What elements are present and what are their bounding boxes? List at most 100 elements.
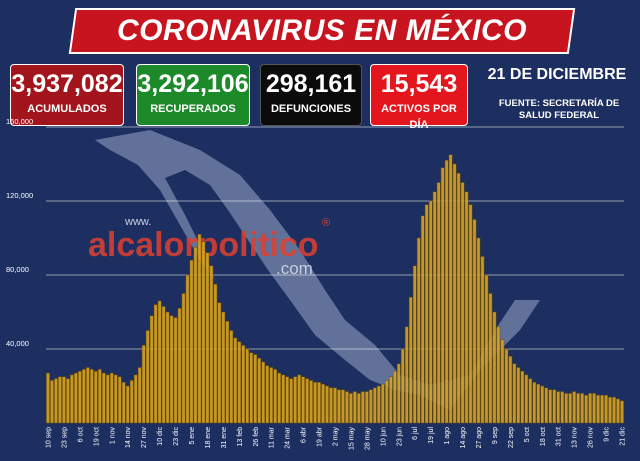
x-tick-label: 24 mar bbox=[285, 426, 292, 448]
x-tick-label: 26 feb bbox=[253, 427, 260, 447]
y-tick-label: 80,000 bbox=[6, 265, 29, 274]
bar bbox=[78, 370, 82, 424]
x-tick-label: 27 nov bbox=[141, 427, 148, 449]
bar bbox=[101, 372, 106, 424]
source: FUENTE: SECRETARÍA DE SALUD FEDERAL bbox=[498, 98, 620, 121]
bar bbox=[301, 376, 305, 424]
date: 21 DE DICIEMBRE bbox=[487, 66, 627, 83]
bar bbox=[448, 154, 453, 424]
bar bbox=[313, 382, 317, 424]
bar bbox=[396, 363, 401, 424]
bar bbox=[484, 274, 489, 424]
bar bbox=[412, 265, 417, 424]
bar bbox=[325, 385, 329, 424]
x-tick-label: 23 sep bbox=[61, 427, 68, 448]
x-tick-label: 10 dic bbox=[157, 427, 164, 446]
x-tick-label: 26 nov bbox=[588, 427, 595, 449]
bar bbox=[153, 304, 158, 424]
bar bbox=[500, 339, 505, 424]
bar bbox=[109, 372, 114, 424]
x-tick-label: 31 oct bbox=[556, 427, 563, 446]
bar bbox=[50, 380, 54, 424]
x-tick-label: 14 ago bbox=[460, 427, 467, 449]
bar bbox=[544, 387, 549, 424]
bar bbox=[420, 215, 425, 424]
bar bbox=[82, 369, 86, 424]
bar bbox=[253, 354, 258, 424]
y-tick-label: 160,000 bbox=[6, 117, 33, 126]
bar bbox=[66, 378, 70, 424]
bar bbox=[464, 191, 469, 424]
stat-label: RECUPERADOS bbox=[150, 103, 236, 115]
bar bbox=[416, 237, 421, 424]
bar bbox=[512, 363, 517, 424]
bar bbox=[237, 341, 242, 424]
stat-value: 298,161 bbox=[265, 70, 357, 98]
bar bbox=[62, 376, 66, 424]
bar bbox=[468, 204, 473, 424]
bar bbox=[113, 374, 118, 424]
bar bbox=[333, 387, 337, 424]
bar bbox=[121, 382, 126, 424]
bar bbox=[524, 374, 529, 424]
bar bbox=[70, 374, 74, 424]
bar bbox=[580, 393, 584, 424]
bar bbox=[588, 393, 592, 424]
bar bbox=[265, 365, 270, 424]
x-tick-label: 31 ene bbox=[221, 427, 228, 449]
stat-box: 3,937,082 ACUMULADOS bbox=[10, 64, 124, 126]
bar bbox=[540, 385, 545, 424]
x-tick-label: 10 sep bbox=[45, 427, 52, 448]
bar bbox=[492, 311, 497, 424]
x-tick-label: 2 may bbox=[333, 427, 340, 447]
x-tick-label: 1 nov bbox=[109, 427, 116, 445]
title: CORONAVIRUS EN MÉXICO bbox=[117, 14, 527, 47]
bar bbox=[229, 330, 234, 424]
bar bbox=[241, 345, 246, 424]
bar bbox=[560, 391, 565, 424]
x-tick-label: 13 nov bbox=[572, 427, 579, 449]
x-tick-label: 22 sep bbox=[508, 427, 515, 448]
bar bbox=[181, 293, 186, 424]
bar bbox=[74, 372, 78, 424]
bar bbox=[568, 393, 573, 424]
bar bbox=[289, 378, 293, 424]
bar bbox=[373, 387, 377, 424]
stat-box: 15,543 ACTIVOS POR DÍA bbox=[370, 64, 468, 131]
bar bbox=[185, 274, 190, 424]
bar bbox=[233, 337, 238, 424]
bar bbox=[165, 311, 170, 424]
bar bbox=[169, 315, 174, 424]
bar bbox=[564, 393, 569, 424]
bar bbox=[117, 376, 122, 424]
bar bbox=[392, 370, 397, 424]
bar bbox=[616, 398, 620, 424]
watermark-suffix: .com bbox=[276, 259, 313, 278]
x-tick-label: 10 jun bbox=[380, 427, 387, 446]
bar bbox=[472, 219, 477, 424]
bar bbox=[217, 302, 222, 424]
x-tick-label: 14 nov bbox=[125, 427, 132, 449]
bar bbox=[197, 234, 202, 424]
bar bbox=[528, 378, 533, 424]
y-tick-label: 120,000 bbox=[6, 191, 33, 200]
x-tick-label: 19 oct bbox=[93, 427, 100, 446]
watermark-prefix: www. bbox=[124, 216, 151, 228]
bar bbox=[432, 191, 437, 424]
bar bbox=[488, 293, 493, 424]
bar bbox=[476, 237, 481, 424]
bar bbox=[213, 284, 218, 424]
bar bbox=[93, 370, 98, 424]
bar bbox=[317, 382, 321, 424]
bar bbox=[452, 163, 457, 424]
bar bbox=[400, 348, 405, 424]
bar bbox=[440, 167, 445, 424]
bar bbox=[365, 391, 369, 424]
bar bbox=[281, 374, 286, 424]
bar bbox=[58, 376, 62, 424]
bar bbox=[249, 352, 254, 424]
bar bbox=[596, 395, 600, 424]
bar bbox=[201, 241, 206, 424]
bar bbox=[408, 296, 413, 424]
bar bbox=[329, 387, 333, 424]
